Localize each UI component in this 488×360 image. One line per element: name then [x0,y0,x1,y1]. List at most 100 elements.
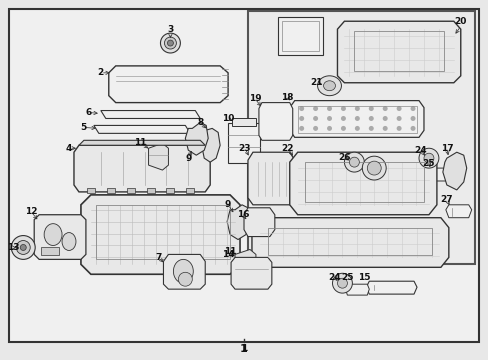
Ellipse shape [16,240,30,255]
Text: 7: 7 [155,253,162,262]
Polygon shape [244,208,274,237]
Ellipse shape [410,126,415,131]
Polygon shape [79,140,205,145]
Polygon shape [442,152,466,190]
Ellipse shape [323,81,335,91]
Polygon shape [251,218,448,267]
Ellipse shape [410,106,415,111]
Text: 16: 16 [236,210,249,219]
Ellipse shape [340,116,345,121]
Polygon shape [163,255,205,289]
Bar [106,188,115,193]
Bar [146,188,154,193]
Text: 9: 9 [224,200,231,209]
Bar [354,31,443,71]
Text: 25: 25 [422,159,434,168]
Ellipse shape [423,153,433,163]
Polygon shape [185,122,208,155]
Text: 9: 9 [185,154,191,163]
Ellipse shape [418,148,438,168]
Text: 24: 24 [327,273,340,282]
Ellipse shape [326,106,331,111]
Text: 11: 11 [224,247,236,256]
Text: 5: 5 [80,123,86,132]
Ellipse shape [354,116,359,121]
Polygon shape [337,21,460,83]
Ellipse shape [332,273,352,293]
Polygon shape [202,129,220,162]
Text: 6: 6 [85,108,92,117]
Ellipse shape [312,126,317,131]
Polygon shape [74,145,210,192]
Ellipse shape [312,106,317,111]
Text: 20: 20 [454,17,466,26]
Polygon shape [81,195,240,274]
Text: 3: 3 [167,25,173,34]
Ellipse shape [337,278,346,288]
Ellipse shape [382,106,387,111]
Bar [232,118,255,126]
Bar [267,228,431,255]
Bar [186,188,194,193]
Ellipse shape [349,157,359,167]
Polygon shape [148,143,168,170]
Text: 15: 15 [357,273,370,282]
Polygon shape [247,152,294,205]
Ellipse shape [368,106,373,111]
Bar [247,11,474,264]
Text: 22: 22 [281,144,293,153]
Ellipse shape [20,244,26,251]
Text: 21: 21 [310,78,322,87]
Ellipse shape [299,116,304,121]
Ellipse shape [11,235,35,260]
Text: 8: 8 [197,118,203,127]
Polygon shape [94,125,190,133]
Text: 11: 11 [134,138,146,147]
Ellipse shape [340,106,345,111]
Ellipse shape [340,126,345,131]
Bar [41,247,59,255]
Ellipse shape [354,106,359,111]
Ellipse shape [178,272,192,286]
Text: 1: 1 [240,344,247,354]
Polygon shape [289,100,423,137]
Ellipse shape [382,126,387,131]
Bar [126,188,134,193]
Ellipse shape [160,33,180,53]
Polygon shape [445,205,471,218]
Ellipse shape [326,126,331,131]
Text: 26: 26 [338,153,350,162]
Bar [304,162,423,202]
Ellipse shape [312,116,317,121]
Bar [227,123,260,163]
Text: 12: 12 [25,207,38,216]
Ellipse shape [396,116,401,121]
Ellipse shape [326,116,331,121]
Bar [166,188,174,193]
Ellipse shape [299,126,304,131]
Text: 17: 17 [440,144,452,153]
Ellipse shape [368,116,373,121]
Text: 4: 4 [66,144,72,153]
Ellipse shape [62,233,76,251]
Bar [277,17,322,55]
Polygon shape [289,152,436,215]
Polygon shape [34,215,86,260]
Bar [297,105,416,133]
Ellipse shape [317,76,341,96]
Ellipse shape [299,106,304,111]
Text: 23: 23 [238,144,251,153]
Ellipse shape [44,224,62,246]
Text: 1: 1 [241,344,246,353]
Text: 18: 18 [281,93,293,102]
Polygon shape [231,257,271,289]
Text: 27: 27 [440,195,452,204]
Ellipse shape [354,126,359,131]
Polygon shape [235,249,255,274]
Text: 10: 10 [222,114,234,123]
Bar [96,205,230,260]
Text: 14: 14 [222,250,234,259]
Ellipse shape [173,260,193,283]
Text: 13: 13 [7,243,20,252]
Ellipse shape [396,106,401,111]
